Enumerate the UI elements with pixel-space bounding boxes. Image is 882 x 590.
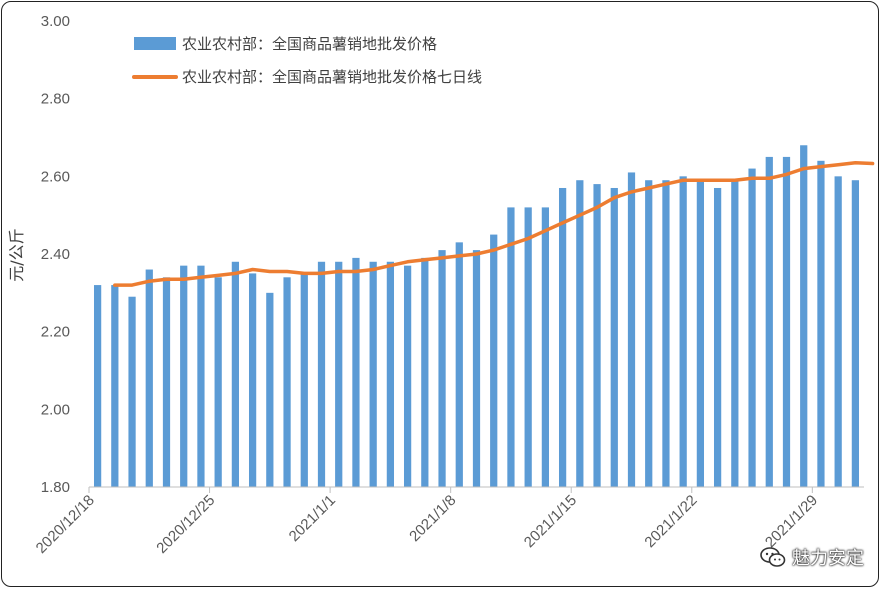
x-tick-label: 2021/1/22 xyxy=(641,492,700,551)
y-tick-label: 3.00 xyxy=(41,13,70,30)
bar xyxy=(524,207,532,487)
bar xyxy=(765,156,773,487)
bar xyxy=(248,273,257,487)
bar xyxy=(438,250,446,487)
bar xyxy=(507,207,515,487)
bar xyxy=(731,180,739,487)
bar xyxy=(713,187,722,487)
y-tick-label: 2.80 xyxy=(41,91,70,108)
bar-series xyxy=(93,145,860,488)
bar xyxy=(214,277,222,487)
y-tick-label: 1.80 xyxy=(41,479,70,496)
bar xyxy=(317,261,326,487)
bar xyxy=(180,265,188,487)
y-axis-title: 元/公斤 xyxy=(7,228,26,281)
bar xyxy=(335,261,343,487)
x-axis-tick-labels: 2020/12/18 2020/12/25 2021/1/1 2021/1/8 2021… xyxy=(33,492,821,557)
bar xyxy=(472,250,481,487)
bar xyxy=(576,180,584,487)
bar xyxy=(490,234,498,487)
bar xyxy=(679,176,687,488)
bar xyxy=(421,257,429,487)
bar xyxy=(300,273,308,487)
watermark-text: 魅力安定 xyxy=(792,548,864,569)
bar xyxy=(817,160,825,488)
y-axis-tick-labels: 1.80 2.00 2.20 2.40 2.60 2.80 3.00 xyxy=(41,13,70,496)
bar xyxy=(386,261,395,487)
y-tick-label: 2.40 xyxy=(41,246,70,263)
bar xyxy=(266,292,274,487)
wechat-icon xyxy=(760,547,786,567)
bar xyxy=(800,145,808,487)
bar xyxy=(162,277,171,487)
x-tick-label: 2020/12/25 xyxy=(153,492,218,557)
bar xyxy=(283,277,291,487)
bar xyxy=(558,187,567,487)
bar xyxy=(627,172,636,487)
bar xyxy=(128,296,136,487)
x-tick-label: 2020/12/18 xyxy=(33,492,98,557)
bar xyxy=(145,269,153,487)
y-tick-label: 2.60 xyxy=(41,168,70,185)
watermark: 魅力安定 xyxy=(760,544,864,570)
bar xyxy=(782,156,791,487)
bar xyxy=(662,180,670,487)
y-tick-label: 2.20 xyxy=(41,324,70,341)
bar xyxy=(645,180,653,487)
x-tick-label: 2021/1/29 xyxy=(762,492,821,551)
bar xyxy=(455,242,463,487)
bar xyxy=(593,184,601,487)
legend-line-label: 农业农村部：全国商品薯销地批发价格七日线 xyxy=(182,68,482,86)
bar xyxy=(231,261,240,487)
bar xyxy=(541,207,550,487)
bar xyxy=(352,257,360,487)
x-tick-label: 2021/1/15 xyxy=(521,492,580,551)
x-tick-label: 2021/1/1 xyxy=(286,492,339,545)
axes xyxy=(88,486,864,493)
bar xyxy=(93,285,102,487)
bar xyxy=(197,265,205,487)
bar xyxy=(111,285,119,487)
line-series xyxy=(113,160,875,287)
x-tick-label: 2021/1/8 xyxy=(406,492,459,545)
bar xyxy=(610,187,618,487)
bar xyxy=(403,265,412,487)
bar xyxy=(696,180,705,487)
legend-bar-swatch xyxy=(134,37,176,50)
bar xyxy=(748,168,756,488)
legend-bar-label: 农业农村部：全国商品薯销地批发价格 xyxy=(182,35,437,53)
bar xyxy=(834,176,842,488)
seven-day-line xyxy=(113,160,875,287)
bar xyxy=(851,180,860,487)
bar xyxy=(369,261,377,487)
y-tick-label: 2.00 xyxy=(41,401,70,418)
